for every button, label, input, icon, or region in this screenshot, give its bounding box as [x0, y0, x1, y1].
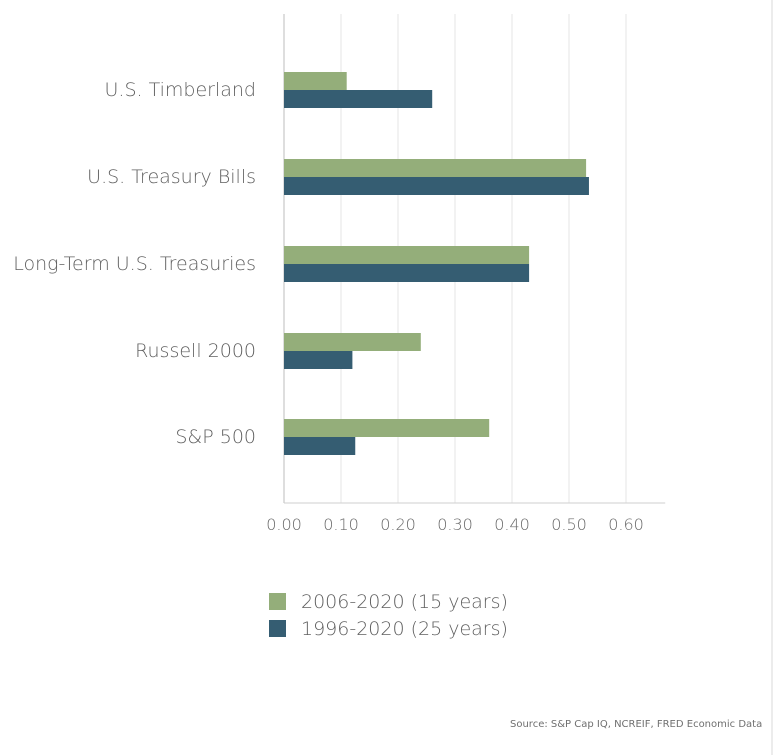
bar-4-series-0 [284, 419, 490, 437]
x-tick-label: 0.20 [380, 515, 416, 534]
legend: 2006-2020 (15 years) 1996-2020 (25 years… [269, 588, 508, 642]
bar-3-series-1 [284, 351, 353, 369]
legend-item-2006-2020: 2006-2020 (15 years) [269, 588, 508, 615]
category-label: Long-Term U.S. Treasuries [13, 253, 256, 275]
source-note: Source: S&P Cap IQ, NCREIF, FRED Economi… [510, 719, 763, 730]
category-label: U.S. Timberland [105, 79, 256, 101]
x-tick-label: 0.00 [266, 515, 302, 534]
category-label: Russell 2000 [135, 340, 256, 362]
bar-2-series-1 [284, 264, 530, 282]
bar-0-series-1 [284, 90, 433, 108]
legend-label-2006-2020: 2006-2020 (15 years) [301, 590, 508, 613]
bar-1-series-0 [284, 159, 587, 177]
x-tick-label: 0.40 [494, 515, 530, 534]
category-labels: U.S. Timberland U.S. Treasury Bills Long-T… [13, 79, 256, 448]
x-tick-label: 0.30 [437, 515, 473, 534]
legend-label-1996-2020: 1996-2020 (25 years) [301, 617, 508, 640]
right-border [771, 0, 773, 755]
x-tick-label: 0.60 [608, 515, 644, 534]
bar-3-series-0 [284, 333, 421, 351]
bar-4-series-1 [284, 437, 356, 455]
x-tick-label: 0.10 [323, 515, 359, 534]
bar-chart: U.S. Timberland U.S. Treasury Bills Long-T… [13, 14, 666, 534]
bar-1-series-1 [284, 177, 589, 195]
bar-0-series-0 [284, 72, 347, 90]
legend-swatch-1996-2020 [269, 620, 286, 637]
bar-2-series-0 [284, 246, 530, 264]
legend-swatch-2006-2020 [269, 593, 286, 610]
category-label: U.S. Treasury Bills [87, 166, 256, 188]
x-tick-labels: 0.00 0.10 0.20 0.30 0.40 0.50 0.60 [266, 515, 644, 534]
category-label: S&P 500 [175, 426, 256, 448]
x-tick-label: 0.50 [551, 515, 587, 534]
bars [284, 72, 589, 455]
legend-item-1996-2020: 1996-2020 (25 years) [269, 615, 508, 642]
